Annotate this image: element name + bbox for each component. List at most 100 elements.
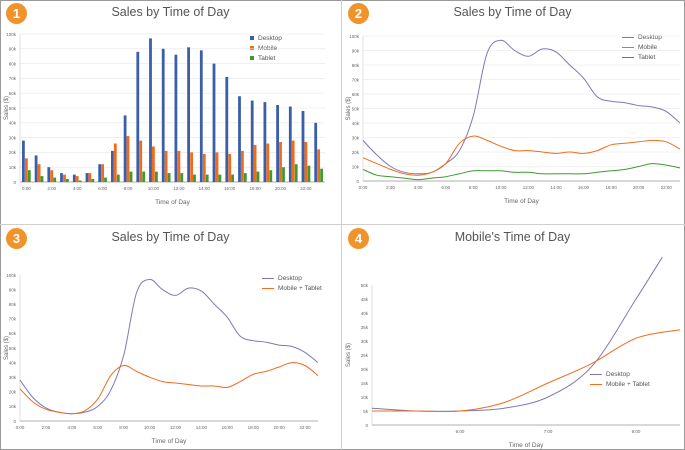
x-tick-label: 14:00 bbox=[550, 185, 562, 190]
legend-label: Desktop bbox=[638, 33, 662, 41]
bar-tablet bbox=[40, 176, 44, 182]
bar-mobile bbox=[126, 136, 130, 182]
x-tick-label: 4:00 bbox=[414, 185, 423, 190]
x-tick-label: 20:00 bbox=[273, 425, 285, 430]
legend-item-desktop: Desktop bbox=[262, 273, 322, 283]
bar-desktop bbox=[199, 50, 203, 182]
bar-desktop bbox=[238, 96, 241, 182]
x-tick-label: 0:00 bbox=[359, 185, 368, 190]
x-tick-label: 10:00 bbox=[148, 186, 160, 191]
bar-tablet bbox=[104, 177, 107, 182]
x-tick-label: 10:00 bbox=[144, 425, 156, 430]
series-line-desktop bbox=[362, 39, 681, 175]
y-tick-label: 30k bbox=[352, 135, 360, 140]
legend-label: Desktop bbox=[606, 370, 630, 378]
chart-title: Sales by Time of Day bbox=[453, 5, 572, 19]
y-tick-label: 5k bbox=[363, 409, 369, 414]
panel-number-badge: 2 bbox=[348, 3, 369, 24]
x-tick-label: 6:00 bbox=[98, 186, 107, 191]
bar-desktop bbox=[22, 140, 25, 182]
bar-mobile bbox=[75, 176, 79, 182]
bar-mobile bbox=[177, 150, 181, 182]
bar-tablet bbox=[180, 173, 184, 182]
bar-tablet bbox=[78, 180, 82, 182]
legend-label: Desktop bbox=[278, 274, 302, 282]
bar-desktop bbox=[161, 48, 165, 182]
bar-tablet bbox=[307, 165, 311, 182]
y-tick-label: 40k bbox=[9, 360, 17, 365]
y-tick-label: 10k bbox=[352, 164, 360, 169]
y-tick-label: 20k bbox=[361, 367, 369, 372]
x-tick-label: 10:00 bbox=[495, 185, 507, 190]
y-tick-label: 15k bbox=[361, 381, 369, 386]
y-tick-label: 40k bbox=[361, 311, 369, 316]
bar-tablet bbox=[269, 170, 273, 182]
y-tick-label: 0 bbox=[365, 423, 368, 428]
legend-swatch bbox=[262, 277, 274, 279]
panel-number-badge: 3 bbox=[6, 228, 27, 249]
bar-mobile bbox=[266, 143, 270, 182]
bar-tablet bbox=[129, 171, 133, 182]
legend-swatch bbox=[250, 56, 254, 60]
bar-mobile bbox=[63, 174, 66, 182]
x-tick-label: 18:00 bbox=[248, 425, 260, 430]
bar-desktop bbox=[72, 174, 76, 182]
bar-mobile bbox=[113, 143, 117, 182]
bar-desktop bbox=[85, 173, 89, 182]
bar-tablet bbox=[294, 164, 298, 182]
bar-desktop bbox=[225, 76, 229, 182]
y-tick-label: 30k bbox=[361, 339, 369, 344]
legend-item-desktop: Desktop bbox=[622, 32, 662, 42]
legend-swatch bbox=[590, 383, 602, 385]
bar-desktop bbox=[276, 105, 279, 182]
y-tick-label: 50k bbox=[352, 106, 360, 111]
legend-item-mobile-tablet: Mobile + Tablet bbox=[590, 379, 650, 389]
x-tick-label: 18:00 bbox=[605, 185, 617, 190]
legend-item-tablet: Tablet bbox=[250, 53, 282, 63]
y-tick-label: 70k bbox=[9, 317, 17, 322]
y-tick-label: 90k bbox=[9, 287, 17, 292]
bar-mobile bbox=[101, 164, 104, 182]
x-tick-label: 22:00 bbox=[300, 186, 312, 191]
bar-mobile bbox=[50, 170, 54, 182]
bar-mobile bbox=[25, 158, 28, 182]
x-tick-label: 4:00 bbox=[73, 186, 82, 191]
y-tick-label: 50k bbox=[9, 106, 17, 111]
x-tick-label: 20:00 bbox=[275, 186, 287, 191]
y-tick-label: 50k bbox=[361, 283, 369, 288]
bar-mobile bbox=[164, 150, 168, 182]
vertical-divider bbox=[341, 0, 342, 450]
line-chart-plot: 0 5k 10k 15k 20k 25k 30k 35k 40k 45k 50k 6:00 7:00 8:… bbox=[346, 256, 681, 449]
bar-tablet bbox=[116, 174, 120, 182]
x-tick-label: 8:00 bbox=[119, 425, 128, 430]
y-tick-label: 25k bbox=[361, 353, 369, 358]
y-tick-label: 35k bbox=[361, 325, 369, 330]
legend-item-tablet: Tablet bbox=[622, 52, 662, 62]
bar-desktop bbox=[212, 63, 216, 182]
series-line-desktop bbox=[371, 256, 663, 412]
chart-panel-1: 1 Sales by Time of Day Desktop Mobile Ta… bbox=[0, 0, 341, 224]
bar-tablet bbox=[193, 174, 196, 182]
legend-label: Desktop bbox=[258, 34, 282, 42]
y-tick-label: 20k bbox=[352, 150, 360, 155]
legend-item-mobile: Mobile bbox=[622, 42, 662, 52]
x-axis-title: Time of Day bbox=[504, 198, 540, 205]
x-tick-label: 7:00 bbox=[544, 429, 553, 434]
bar-mobile bbox=[139, 140, 143, 182]
panel-number-badge: 1 bbox=[6, 3, 27, 24]
bar-tablet bbox=[155, 171, 158, 182]
y-tick-label: 40k bbox=[9, 121, 17, 126]
legend-swatch bbox=[250, 46, 254, 50]
x-tick-label: 2:00 bbox=[386, 185, 395, 190]
bar-desktop bbox=[288, 106, 292, 182]
legend-label: Mobile bbox=[258, 44, 278, 52]
x-tick-label: 16:00 bbox=[578, 185, 590, 190]
chart-legend: Desktop Mobile + Tablet bbox=[262, 273, 322, 293]
y-axis-title: Sales ($) bbox=[346, 343, 352, 367]
series-line-mobile bbox=[362, 135, 681, 176]
bar-desktop bbox=[34, 155, 38, 182]
bar-tablet bbox=[27, 170, 31, 182]
series-line-mobile-tablet bbox=[19, 362, 319, 415]
chart-panel-3: 3 Sales by Time of Day Desktop Mobile + … bbox=[0, 225, 341, 449]
bar-desktop bbox=[250, 100, 254, 182]
